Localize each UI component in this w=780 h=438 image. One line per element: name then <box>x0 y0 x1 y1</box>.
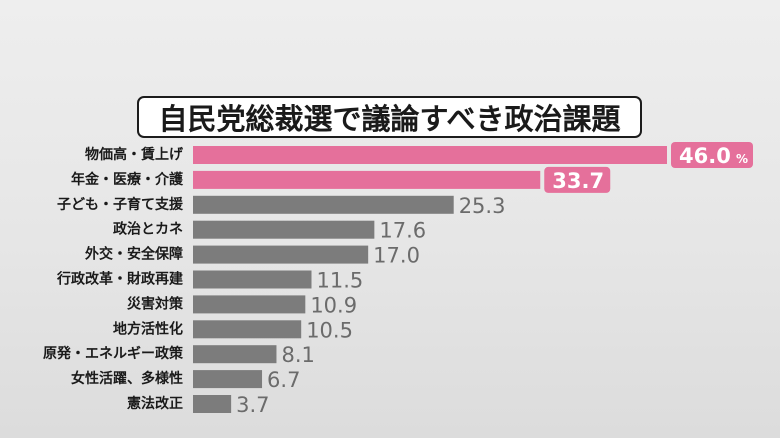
category-label: 子ども・子育て支援 <box>57 196 184 213</box>
category-label: 物価高・賃上げ <box>85 146 184 163</box>
bar <box>193 395 232 413</box>
bar <box>193 170 541 189</box>
category-label: 憲法改正 <box>126 395 183 412</box>
category-label: 外交・安全保障 <box>85 246 183 263</box>
category-label: 災害対策 <box>127 295 184 312</box>
category-label: 年金・医療・介護 <box>71 171 184 188</box>
bar <box>193 245 369 264</box>
value-label: 46.0 <box>679 144 731 168</box>
value-label: 11.5 <box>317 269 364 293</box>
value-label: 33.7 <box>552 169 604 193</box>
category-label: 地方活性化 <box>113 320 183 337</box>
category-label: 行政改革・財政再建 <box>56 271 183 288</box>
value-label: 8.1 <box>281 343 314 367</box>
category-label: 原発・エネルギー政策 <box>43 345 184 362</box>
bar <box>193 270 312 289</box>
value-label: 6.7 <box>267 368 300 392</box>
category-label: 政治とカネ <box>113 221 183 238</box>
bar <box>193 195 454 214</box>
bar <box>193 370 263 389</box>
bar <box>193 295 306 314</box>
chart-title: 自民党総裁選で議論すべき政治課題 <box>137 96 642 138</box>
category-label: 女性活躍、多様性 <box>71 370 183 387</box>
value-label: 10.9 <box>310 293 357 317</box>
value-badge <box>671 142 753 168</box>
unit-label: % <box>736 152 748 166</box>
bar <box>193 320 302 339</box>
value-label: 17.0 <box>373 244 420 268</box>
bar <box>193 345 277 364</box>
value-label: 10.5 <box>306 318 353 342</box>
value-label: 17.6 <box>379 219 426 243</box>
value-label: 25.3 <box>459 194 506 218</box>
value-badge <box>544 166 611 193</box>
value-label: 3.7 <box>236 393 269 417</box>
bar <box>193 220 375 239</box>
bar <box>193 146 667 164</box>
